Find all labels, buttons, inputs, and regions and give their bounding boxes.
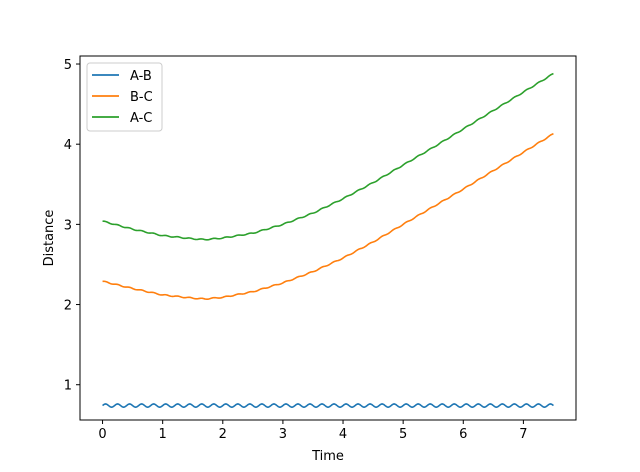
legend-label: A-B	[130, 69, 152, 84]
plot-area	[80, 56, 576, 420]
series-lines	[102, 72, 554, 408]
series-line-b-c	[102, 133, 554, 300]
y-tick-label: 3	[64, 218, 72, 233]
y-tick-label: 4	[64, 138, 72, 153]
y-tick-label: 1	[64, 379, 72, 394]
x-tick-label: 2	[219, 427, 227, 442]
legend-label: A-C	[130, 111, 152, 126]
plot-frame	[79, 55, 577, 421]
x-tick-label: 0	[98, 427, 106, 442]
y-tick-label: 2	[64, 299, 72, 314]
x-tick-label: 5	[399, 427, 407, 442]
y-axis-ticks: 1 2 3 4 5	[64, 58, 80, 394]
x-tick-label: 7	[519, 427, 527, 442]
x-tick-label: 6	[459, 427, 467, 442]
y-axis-label: Distance	[42, 210, 57, 267]
x-axis-label: Time	[311, 449, 344, 464]
x-tick-label: 4	[339, 427, 347, 442]
legend: A-B B-C A-C	[86, 62, 163, 132]
x-tick-label: 3	[279, 427, 287, 442]
legend-box	[86, 62, 163, 132]
series-line-a-b	[102, 403, 554, 408]
x-axis-ticks: 0 1 2 3 4 5 6 7	[98, 420, 528, 442]
series-line-a-c	[102, 72, 554, 241]
legend-label: B-C	[130, 90, 153, 105]
y-tick-label: 5	[64, 58, 72, 73]
x-tick-label: 1	[159, 427, 167, 442]
